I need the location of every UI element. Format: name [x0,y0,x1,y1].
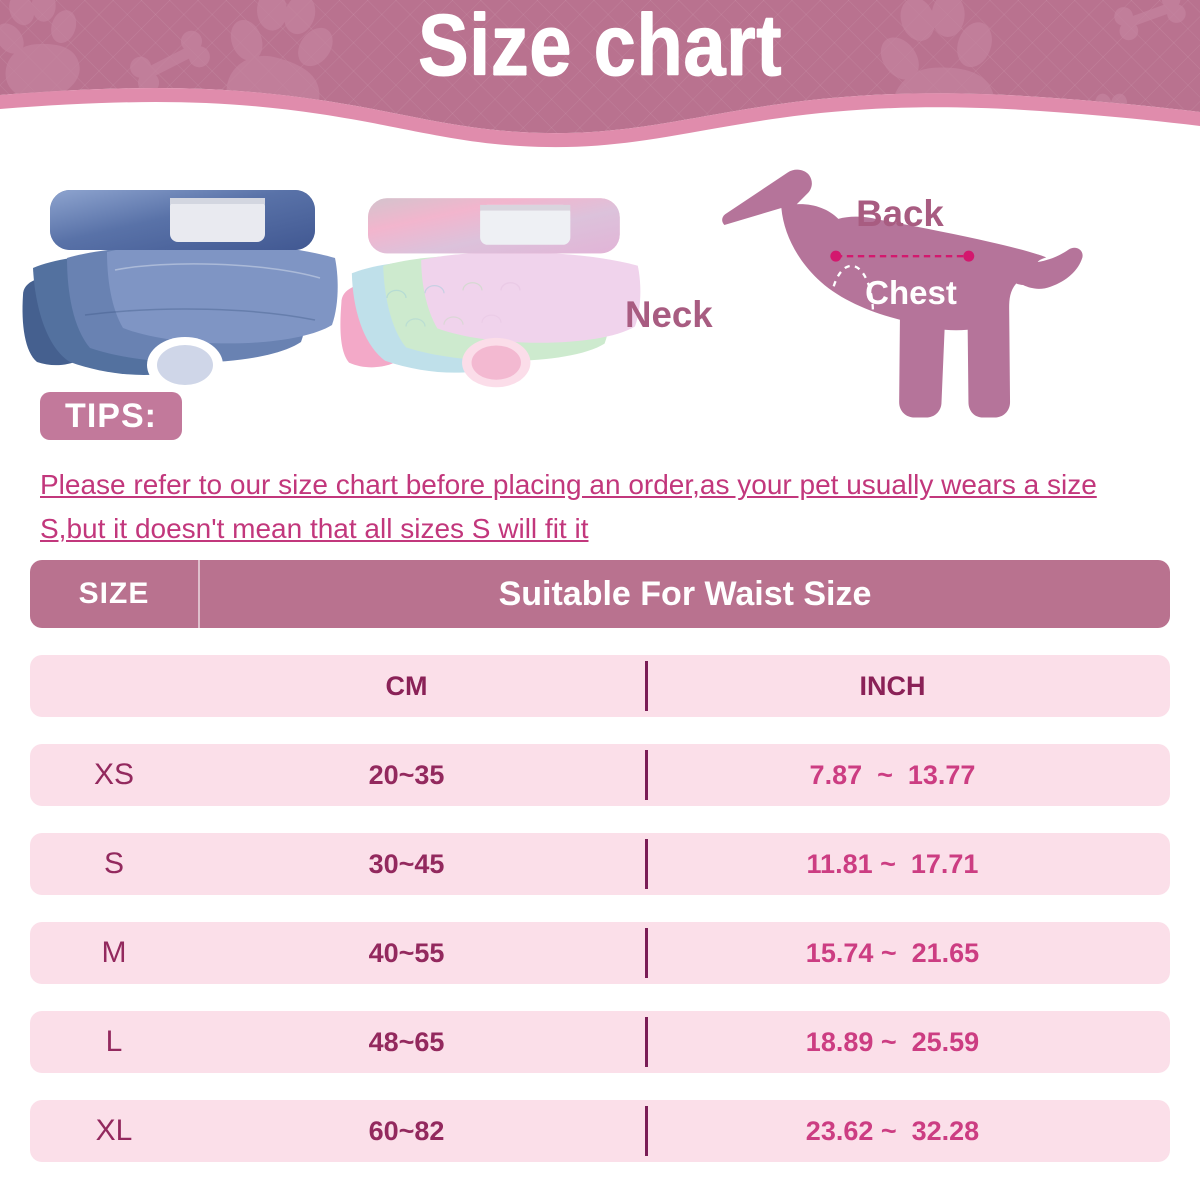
svg-text:Chest: Chest [865,274,957,311]
svg-text:Neck: Neck [625,294,713,335]
svg-text:Back: Back [856,193,944,234]
